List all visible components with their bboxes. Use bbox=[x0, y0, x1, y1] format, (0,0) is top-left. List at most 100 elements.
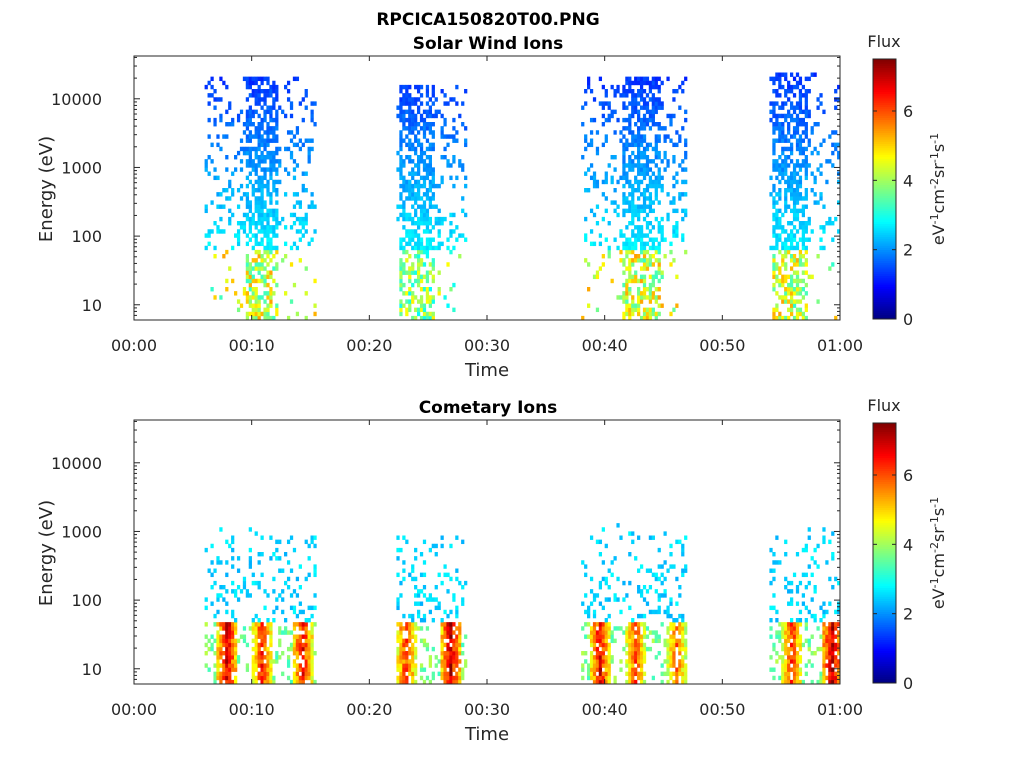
heatmap-cell bbox=[792, 291, 797, 296]
heatmap-cell bbox=[416, 216, 421, 222]
heatmap-cell bbox=[257, 212, 261, 218]
heatmap-cell bbox=[639, 208, 644, 214]
heatmap-cell bbox=[263, 233, 267, 238]
heatmap-cell bbox=[669, 646, 673, 652]
heatmap-cell bbox=[619, 626, 623, 631]
heatmap-cell bbox=[642, 163, 647, 168]
heatmap-cell bbox=[225, 539, 229, 545]
heatmap-cell bbox=[648, 142, 653, 148]
heatmap-cell bbox=[795, 80, 800, 86]
heatmap-cell bbox=[411, 188, 415, 193]
heatmap-cell bbox=[648, 299, 653, 304]
heatmap-cell bbox=[587, 287, 591, 292]
heatmap-cell bbox=[431, 295, 435, 300]
heatmap-cell bbox=[242, 585, 247, 590]
heatmap-cell bbox=[789, 266, 794, 271]
x-tick-label: 01:00 bbox=[817, 336, 863, 355]
heatmap-cell bbox=[637, 237, 641, 242]
heatmap-cell bbox=[822, 229, 826, 234]
heatmap-cell bbox=[637, 568, 641, 573]
heatmap-cell bbox=[831, 262, 835, 267]
heatmap-cell bbox=[798, 101, 803, 106]
colorbar-step bbox=[873, 518, 896, 521]
heatmap-cell bbox=[411, 646, 415, 652]
heatmap-cell bbox=[225, 655, 229, 660]
heatmap-cell bbox=[225, 675, 229, 681]
heatmap-cell bbox=[804, 130, 808, 135]
solar-wind-xlabel: Time bbox=[464, 360, 509, 381]
colorbar-step bbox=[873, 568, 896, 571]
heatmap-cell bbox=[257, 84, 261, 90]
heatmap-cell bbox=[601, 626, 605, 631]
y-tick-label: 1000 bbox=[61, 522, 102, 541]
heatmap-cell bbox=[269, 622, 273, 627]
heatmap-cell bbox=[402, 101, 406, 106]
heatmap-cell bbox=[260, 642, 264, 648]
heatmap-cell bbox=[425, 237, 430, 242]
heatmap-cell bbox=[446, 613, 450, 619]
heatmap-cell bbox=[263, 655, 267, 660]
heatmap-cell bbox=[642, 659, 647, 664]
colorbar-step bbox=[873, 280, 896, 283]
heatmap-cell bbox=[678, 638, 682, 644]
heatmap-cell bbox=[654, 274, 658, 280]
heatmap-cell bbox=[405, 183, 409, 189]
heatmap-cell bbox=[639, 258, 644, 263]
heatmap-cell bbox=[458, 113, 462, 119]
heatmap-cell bbox=[310, 117, 314, 123]
heatmap-cell bbox=[639, 663, 644, 668]
heatmap-cell bbox=[248, 138, 252, 143]
heatmap-cell bbox=[801, 547, 805, 553]
colorbar-step bbox=[873, 583, 896, 586]
heatmap-cell bbox=[443, 134, 447, 139]
heatmap-cell bbox=[245, 667, 250, 672]
colorbar-step bbox=[873, 587, 896, 591]
heatmap-cell bbox=[610, 630, 614, 635]
heatmap-cell bbox=[798, 163, 803, 168]
heatmap-cell bbox=[619, 229, 623, 234]
heatmap-cell bbox=[307, 241, 311, 247]
heatmap-cell bbox=[645, 146, 650, 152]
heatmap-cell bbox=[672, 564, 676, 569]
heatmap-cell bbox=[284, 113, 288, 119]
heatmap-cell bbox=[784, 167, 788, 172]
heatmap-cell bbox=[622, 208, 626, 214]
heatmap-cell bbox=[819, 225, 823, 230]
heatmap-cell bbox=[231, 634, 235, 639]
colorbar-step bbox=[873, 243, 896, 246]
heatmap-cell bbox=[642, 651, 647, 656]
heatmap-cell bbox=[660, 572, 664, 578]
heatmap-cell bbox=[792, 626, 797, 631]
heatmap-cell bbox=[431, 225, 435, 230]
heatmap-cell bbox=[798, 167, 803, 172]
heatmap-cell bbox=[257, 585, 261, 590]
heatmap-cell bbox=[595, 221, 600, 226]
heatmap-cell bbox=[795, 552, 800, 557]
heatmap-cell bbox=[458, 638, 462, 644]
heatmap-cell bbox=[269, 237, 273, 242]
heatmap-cell bbox=[631, 142, 635, 148]
heatmap-cell bbox=[657, 266, 661, 271]
heatmap-cell bbox=[601, 101, 605, 106]
heatmap-cell bbox=[402, 613, 406, 619]
heatmap-cell bbox=[307, 146, 311, 152]
heatmap-cell bbox=[402, 175, 406, 181]
heatmap-cell bbox=[248, 564, 252, 569]
heatmap-cell bbox=[631, 101, 635, 106]
heatmap-cell bbox=[307, 646, 311, 652]
heatmap-cell bbox=[628, 634, 632, 639]
heatmap-cell bbox=[822, 671, 826, 677]
heatmap-cell bbox=[684, 638, 688, 644]
heatmap-cell bbox=[416, 311, 421, 317]
heatmap-cell bbox=[263, 212, 267, 218]
colorbar-step bbox=[873, 470, 896, 474]
heatmap-cell bbox=[639, 667, 644, 672]
heatmap-cell bbox=[781, 667, 785, 672]
heatmap-cell bbox=[286, 630, 291, 635]
heatmap-cell bbox=[607, 651, 611, 656]
heatmap-cell bbox=[245, 589, 250, 594]
heatmap-cell bbox=[260, 126, 264, 131]
heatmap-cell bbox=[584, 89, 588, 94]
heatmap-cell bbox=[408, 216, 412, 222]
heatmap-cell bbox=[257, 196, 261, 201]
